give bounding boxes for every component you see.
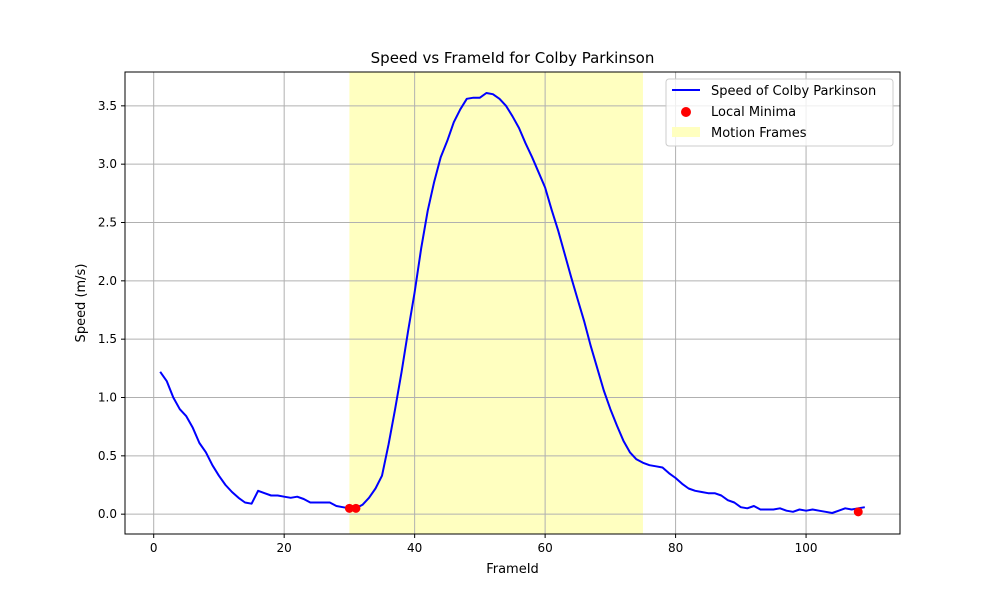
y-tick-label-4: 2.0 (98, 274, 117, 288)
plot-frame (124, 71, 901, 535)
local-minimum-point-2 (853, 507, 863, 517)
x-tick-label-0: 0 (150, 541, 158, 555)
x-axis-title: FrameId (486, 562, 539, 577)
motion-frames-band (349, 72, 643, 534)
legend-box (665, 78, 894, 147)
y-tick-label-0: 0.0 (98, 507, 117, 521)
legend-label-local-minima: Local Minima (711, 105, 796, 120)
y-tick-label-6: 3.0 (98, 157, 117, 171)
legend-label-motion-frames: Motion Frames (711, 126, 807, 141)
x-tick-label-3: 60 (537, 541, 552, 555)
legend-label-speed: Speed of Colby Parkinson (711, 84, 876, 99)
y-tick-label-3: 1.5 (98, 332, 117, 346)
y-tick-label-7: 3.5 (98, 99, 117, 113)
local-minimum-point-1 (351, 503, 361, 513)
legend: Speed of Colby Parkinson Local Minima Mo… (665, 78, 894, 147)
y-tick-label-2: 1.0 (98, 391, 117, 405)
x-tick-label-1: 20 (277, 541, 292, 555)
y-axis-title: Speed (m/s) (74, 264, 89, 343)
x-tick-label-4: 80 (668, 541, 683, 555)
speed-line (159, 92, 865, 514)
legend-dot-swatch (681, 107, 691, 117)
x-tick-label-2: 40 (407, 541, 422, 555)
y-tick-label-1: 0.5 (98, 449, 117, 463)
chart-title: Speed vs FrameId for Colby Parkinson (371, 49, 655, 67)
x-tick-label-5: 100 (795, 541, 818, 555)
y-tick-label-5: 2.5 (98, 216, 117, 230)
legend-band-swatch (672, 127, 700, 137)
local-minimum-point-0 (344, 503, 354, 513)
